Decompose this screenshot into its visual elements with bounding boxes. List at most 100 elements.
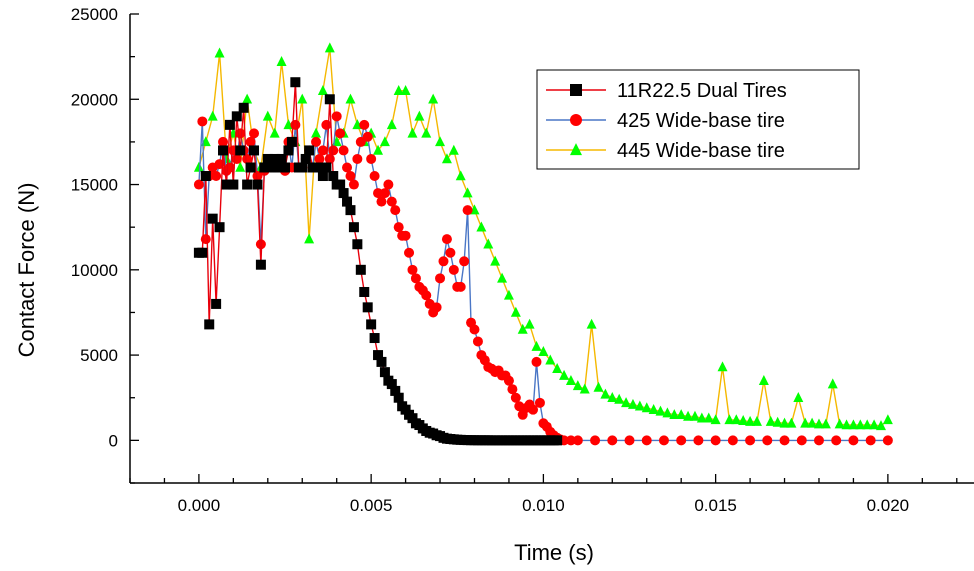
- data-point: [211, 298, 222, 309]
- data-point: [676, 409, 687, 420]
- data-point: [772, 416, 783, 427]
- data-point: [262, 153, 273, 164]
- data-point: [624, 435, 635, 446]
- data-point: [648, 403, 659, 414]
- data-point: [390, 385, 401, 396]
- data-point: [414, 110, 425, 121]
- data-point: [565, 435, 576, 446]
- data-point: [441, 234, 452, 245]
- data-point: [745, 415, 756, 426]
- data-point: [517, 323, 528, 334]
- data-point: [483, 238, 494, 249]
- data-point: [362, 131, 373, 142]
- data-point: [238, 102, 249, 113]
- data-point: [193, 161, 204, 172]
- data-point: [193, 179, 204, 190]
- data-point: [249, 128, 260, 139]
- y-tick-label: 20000: [71, 90, 118, 109]
- plot-area: [193, 42, 893, 446]
- data-point: [552, 435, 563, 446]
- data-point: [590, 435, 601, 446]
- data-point: [269, 153, 280, 164]
- series-0: [193, 77, 563, 446]
- data-point: [379, 136, 390, 147]
- y-axis-title: Contact Force (N): [14, 183, 39, 358]
- data-point: [476, 221, 487, 232]
- data-point: [572, 380, 583, 391]
- data-point: [276, 56, 287, 67]
- data-point: [317, 85, 328, 96]
- data-point: [497, 272, 508, 283]
- data-point: [552, 363, 563, 374]
- data-point: [335, 179, 346, 190]
- data-point: [869, 419, 880, 430]
- data-point: [255, 259, 266, 270]
- data-point: [342, 196, 353, 207]
- data-point: [400, 230, 411, 241]
- data-point: [211, 171, 222, 182]
- data-point: [410, 273, 421, 284]
- data-point: [304, 233, 315, 244]
- data-point: [324, 42, 335, 53]
- data-point: [807, 417, 818, 428]
- legend: 11R22.5 Dual Tires 425 Wide-base tire 445 …: [536, 69, 860, 170]
- data-point: [386, 196, 397, 207]
- data-point: [813, 435, 824, 446]
- data-point: [531, 356, 542, 367]
- data-point: [345, 93, 356, 104]
- data-point: [255, 239, 266, 250]
- data-point: [369, 333, 380, 344]
- data-point: [338, 188, 349, 199]
- data-point: [204, 319, 215, 330]
- legend-marker: [570, 114, 582, 126]
- data-point: [352, 153, 363, 164]
- data-point: [348, 222, 359, 233]
- data-point: [538, 345, 549, 356]
- data-point: [379, 188, 390, 199]
- data-point: [510, 306, 521, 317]
- data-point: [228, 179, 239, 190]
- data-point: [875, 420, 886, 431]
- data-point: [355, 264, 366, 275]
- data-point: [572, 435, 583, 446]
- data-point: [503, 289, 514, 300]
- data-point: [607, 392, 618, 403]
- data-point: [393, 85, 404, 96]
- data-point: [683, 410, 694, 421]
- data-point: [455, 281, 466, 292]
- data-point: [545, 354, 556, 365]
- data-point: [448, 264, 459, 275]
- axes: [129, 14, 974, 484]
- data-point: [200, 171, 211, 182]
- data-point: [593, 381, 604, 392]
- data-point: [311, 127, 322, 138]
- data-point: [727, 435, 738, 446]
- data-point: [438, 256, 449, 267]
- data-point: [435, 273, 446, 284]
- data-point: [445, 247, 456, 258]
- data-point: [259, 162, 270, 173]
- data-point: [345, 171, 356, 182]
- data-point: [328, 171, 339, 182]
- data-point: [269, 127, 280, 138]
- data-point: [252, 171, 263, 182]
- data-point: [862, 419, 873, 430]
- data-point: [390, 205, 401, 216]
- data-point: [765, 415, 776, 426]
- data-point: [355, 136, 366, 147]
- data-point: [462, 205, 473, 216]
- data-point: [297, 93, 308, 104]
- data-point: [262, 110, 273, 121]
- data-point: [249, 145, 260, 156]
- data-point: [503, 375, 514, 386]
- data-point: [290, 119, 301, 130]
- y-tick-label: 5000: [80, 346, 118, 365]
- data-point: [366, 319, 377, 330]
- data-point: [338, 145, 349, 156]
- data-point: [865, 435, 876, 446]
- data-point: [441, 153, 452, 164]
- data-point: [266, 162, 277, 173]
- data-point: [882, 414, 893, 425]
- data-point: [328, 145, 339, 156]
